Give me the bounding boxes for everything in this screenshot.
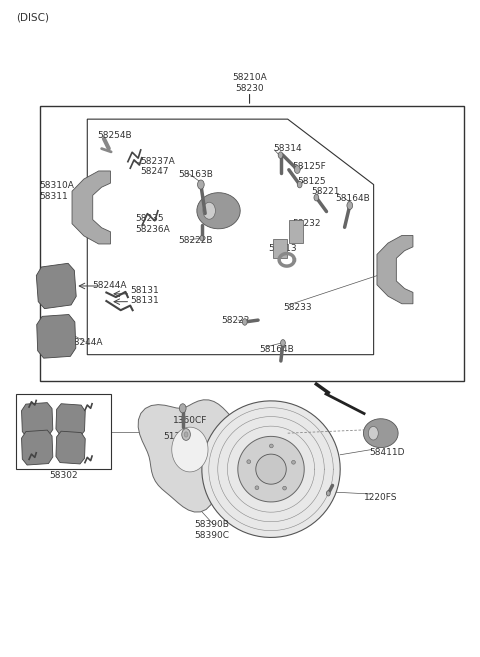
Polygon shape: [256, 454, 286, 484]
Text: 58233: 58233: [283, 303, 312, 312]
Circle shape: [180, 404, 186, 413]
Polygon shape: [363, 419, 398, 447]
Text: 58244A: 58244A: [92, 281, 127, 290]
Text: 58213: 58213: [269, 244, 297, 253]
Text: 58411D: 58411D: [369, 448, 404, 457]
Circle shape: [368, 426, 378, 440]
Text: 58232: 58232: [292, 219, 321, 229]
Circle shape: [242, 319, 247, 325]
Polygon shape: [72, 171, 110, 244]
Text: 58210A
58230: 58210A 58230: [232, 74, 267, 93]
Circle shape: [297, 181, 302, 188]
Text: 58125: 58125: [297, 177, 326, 186]
Text: 58390B
58390C: 58390B 58390C: [194, 520, 229, 539]
Text: (DISC): (DISC): [16, 12, 48, 23]
Circle shape: [184, 432, 188, 437]
Bar: [274, 239, 287, 258]
Circle shape: [281, 340, 285, 346]
Polygon shape: [197, 193, 240, 229]
Text: 58254B: 58254B: [97, 131, 132, 140]
Circle shape: [200, 236, 204, 241]
Polygon shape: [56, 403, 85, 436]
Polygon shape: [377, 235, 413, 304]
Polygon shape: [56, 431, 85, 464]
Polygon shape: [238, 436, 304, 502]
Text: 1220FS: 1220FS: [364, 493, 397, 502]
Text: 58163B: 58163B: [178, 170, 213, 179]
Text: 58235
58236A: 58235 58236A: [135, 214, 170, 233]
Circle shape: [198, 180, 204, 189]
Text: 58302: 58302: [49, 471, 78, 480]
Text: 58222B: 58222B: [178, 236, 213, 244]
Ellipse shape: [247, 460, 251, 464]
Circle shape: [347, 202, 353, 210]
Polygon shape: [138, 400, 243, 512]
Circle shape: [182, 428, 191, 440]
Text: 58244A: 58244A: [68, 338, 103, 348]
Bar: [16, 394, 111, 469]
Circle shape: [278, 152, 283, 158]
Ellipse shape: [283, 486, 287, 490]
Polygon shape: [202, 401, 340, 537]
Text: 58237A
58247: 58237A 58247: [140, 156, 175, 176]
Text: 51711: 51711: [164, 432, 192, 441]
Text: 58164B: 58164B: [259, 345, 294, 354]
Polygon shape: [22, 430, 53, 465]
Bar: [289, 220, 303, 244]
Text: 58222: 58222: [221, 316, 249, 325]
Text: 58314: 58314: [274, 144, 302, 153]
Polygon shape: [22, 403, 53, 438]
Text: 58131
58131: 58131 58131: [130, 286, 159, 306]
Polygon shape: [172, 427, 208, 472]
Ellipse shape: [255, 486, 259, 489]
Ellipse shape: [269, 444, 273, 448]
Circle shape: [294, 166, 300, 173]
Polygon shape: [37, 315, 76, 358]
Text: 1360CF: 1360CF: [173, 416, 207, 424]
Polygon shape: [36, 263, 76, 309]
Text: 58125F: 58125F: [292, 162, 326, 171]
Circle shape: [326, 491, 330, 496]
Text: 58310A
58311: 58310A 58311: [39, 181, 74, 201]
Circle shape: [203, 202, 216, 219]
Circle shape: [314, 194, 319, 201]
Text: 58221: 58221: [312, 187, 340, 196]
Ellipse shape: [291, 461, 295, 464]
Text: 58164B: 58164B: [336, 194, 370, 204]
Bar: [39, 106, 464, 381]
